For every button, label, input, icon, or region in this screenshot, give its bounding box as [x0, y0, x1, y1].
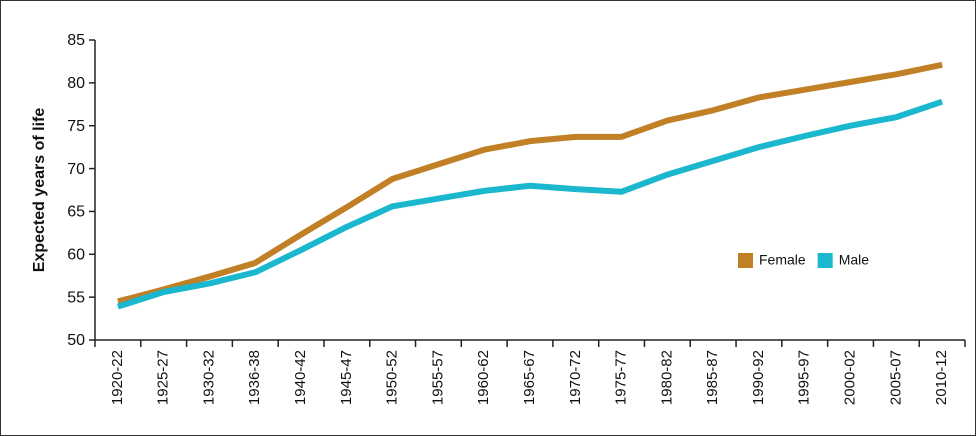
- x-tick-label: 1990-92: [750, 350, 767, 405]
- y-axis-title: Expected years of life: [31, 108, 48, 273]
- x-tick-label: 1950-52: [384, 350, 401, 405]
- x-tick-label: 2005-07: [887, 350, 904, 405]
- line-series: [117, 61, 943, 305]
- y-tick-label: 65: [67, 204, 85, 221]
- x-tick-label: 1965-67: [521, 350, 538, 405]
- x-tick-label: 1985-87: [704, 350, 721, 405]
- x-tick-label: 1920-22: [109, 350, 126, 405]
- x-tick-label: 1995-97: [796, 350, 813, 405]
- y-tick-label: 85: [67, 32, 85, 49]
- legend-label: Male: [839, 252, 870, 268]
- x-tick-label: 1975-77: [613, 350, 630, 405]
- y-tick-label: 70: [67, 161, 85, 178]
- y-tick-label: 55: [67, 289, 85, 306]
- x-tick-label: 2010-12: [933, 350, 950, 405]
- x-tick-label: 1970-72: [567, 350, 584, 405]
- x-tick-label: 1930-32: [200, 350, 217, 405]
- x-tick-label: 1925-27: [155, 350, 172, 405]
- legend-label: Female: [759, 252, 806, 268]
- y-tick-label: 80: [67, 75, 85, 92]
- x-tick-label: 1980-82: [658, 350, 675, 405]
- y-tick-label: 75: [67, 118, 85, 135]
- x-tick-label: 1945-47: [338, 350, 355, 405]
- x-tick-label: 1955-57: [429, 350, 446, 405]
- legend-swatch: [738, 253, 753, 268]
- x-tick-label: 2000-02: [841, 350, 858, 405]
- x-tick-label: 1936-38: [246, 350, 263, 405]
- y-tick-label: 50: [67, 332, 85, 349]
- line-series: [116, 98, 944, 310]
- x-tick-label: 1960-62: [475, 350, 492, 405]
- y-tick-label: 60: [67, 247, 85, 264]
- legend-swatch: [817, 253, 833, 268]
- x-tick-label: 1940-42: [292, 350, 309, 405]
